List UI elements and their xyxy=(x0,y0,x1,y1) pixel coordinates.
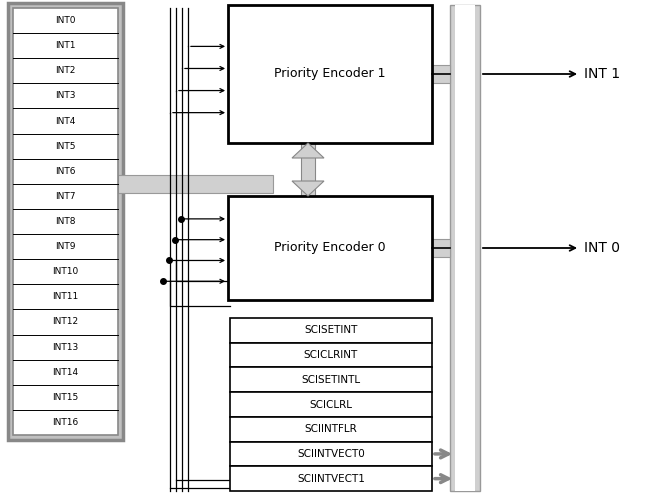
Text: INT 0: INT 0 xyxy=(584,241,620,255)
Text: INT10: INT10 xyxy=(52,267,79,276)
Text: INT13: INT13 xyxy=(52,343,79,352)
Text: Priority Encoder 0: Priority Encoder 0 xyxy=(274,242,386,254)
Text: SCISETINT: SCISETINT xyxy=(304,325,358,335)
Text: SCICLRL: SCICLRL xyxy=(310,399,353,410)
Bar xyxy=(230,343,432,368)
Bar xyxy=(118,175,273,193)
Polygon shape xyxy=(292,181,324,196)
Text: INT16: INT16 xyxy=(52,418,79,427)
Bar xyxy=(230,392,432,417)
Text: INT0: INT0 xyxy=(55,16,75,25)
Bar xyxy=(432,239,450,257)
Bar xyxy=(228,5,432,143)
Bar xyxy=(8,3,123,440)
Text: INT11: INT11 xyxy=(52,292,79,302)
Polygon shape xyxy=(292,143,324,158)
Text: INT15: INT15 xyxy=(52,393,79,402)
Text: SCIINTFLR: SCIINTFLR xyxy=(304,424,357,434)
Text: INT9: INT9 xyxy=(55,242,75,251)
Bar xyxy=(230,417,432,441)
Bar xyxy=(455,5,475,491)
Text: SCIINTVECT1: SCIINTVECT1 xyxy=(297,474,365,484)
Bar xyxy=(230,318,432,343)
Bar xyxy=(450,5,480,491)
Text: INT1: INT1 xyxy=(55,41,75,50)
Text: SCISETINTL: SCISETINTL xyxy=(301,375,361,385)
Bar xyxy=(432,65,450,83)
Text: SCIINTVECT0: SCIINTVECT0 xyxy=(297,449,365,459)
Text: INT2: INT2 xyxy=(55,66,75,75)
Text: INT 1: INT 1 xyxy=(584,67,620,81)
Text: INT7: INT7 xyxy=(55,192,75,201)
Bar xyxy=(230,441,432,466)
Text: INT6: INT6 xyxy=(55,167,75,176)
Text: INT12: INT12 xyxy=(52,317,79,326)
Text: Priority Encoder 1: Priority Encoder 1 xyxy=(274,67,386,80)
Text: INT14: INT14 xyxy=(52,368,79,376)
Bar xyxy=(230,466,432,491)
Text: SCICLRINT: SCICLRINT xyxy=(304,350,358,360)
Text: INT8: INT8 xyxy=(55,217,75,226)
Bar xyxy=(228,196,432,300)
Text: INT4: INT4 xyxy=(55,117,75,125)
Text: INT5: INT5 xyxy=(55,142,75,151)
Bar xyxy=(301,143,315,196)
Text: INT3: INT3 xyxy=(55,91,75,100)
Bar xyxy=(230,368,432,392)
Bar xyxy=(13,8,118,435)
